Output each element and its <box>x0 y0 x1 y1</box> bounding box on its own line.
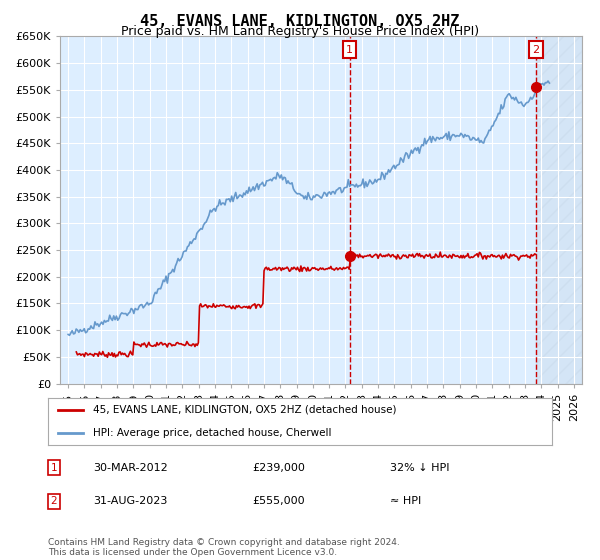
Text: 1: 1 <box>346 45 353 55</box>
Text: 2: 2 <box>532 45 539 55</box>
Text: Contains HM Land Registry data © Crown copyright and database right 2024.
This d: Contains HM Land Registry data © Crown c… <box>48 538 400 557</box>
Text: 45, EVANS LANE, KIDLINGTON, OX5 2HZ (detached house): 45, EVANS LANE, KIDLINGTON, OX5 2HZ (det… <box>94 404 397 414</box>
Text: £555,000: £555,000 <box>252 496 305 506</box>
Bar <box>536 36 582 384</box>
Text: 30-MAR-2012: 30-MAR-2012 <box>93 463 168 473</box>
Text: 2: 2 <box>50 496 58 506</box>
Text: Price paid vs. HM Land Registry's House Price Index (HPI): Price paid vs. HM Land Registry's House … <box>121 25 479 38</box>
Text: 31-AUG-2023: 31-AUG-2023 <box>93 496 167 506</box>
Text: HPI: Average price, detached house, Cherwell: HPI: Average price, detached house, Cher… <box>94 428 332 438</box>
Text: 45, EVANS LANE, KIDLINGTON, OX5 2HZ: 45, EVANS LANE, KIDLINGTON, OX5 2HZ <box>140 14 460 29</box>
Text: 32% ↓ HPI: 32% ↓ HPI <box>390 463 449 473</box>
Text: £239,000: £239,000 <box>252 463 305 473</box>
Text: ≈ HPI: ≈ HPI <box>390 496 421 506</box>
Text: 1: 1 <box>50 463 58 473</box>
